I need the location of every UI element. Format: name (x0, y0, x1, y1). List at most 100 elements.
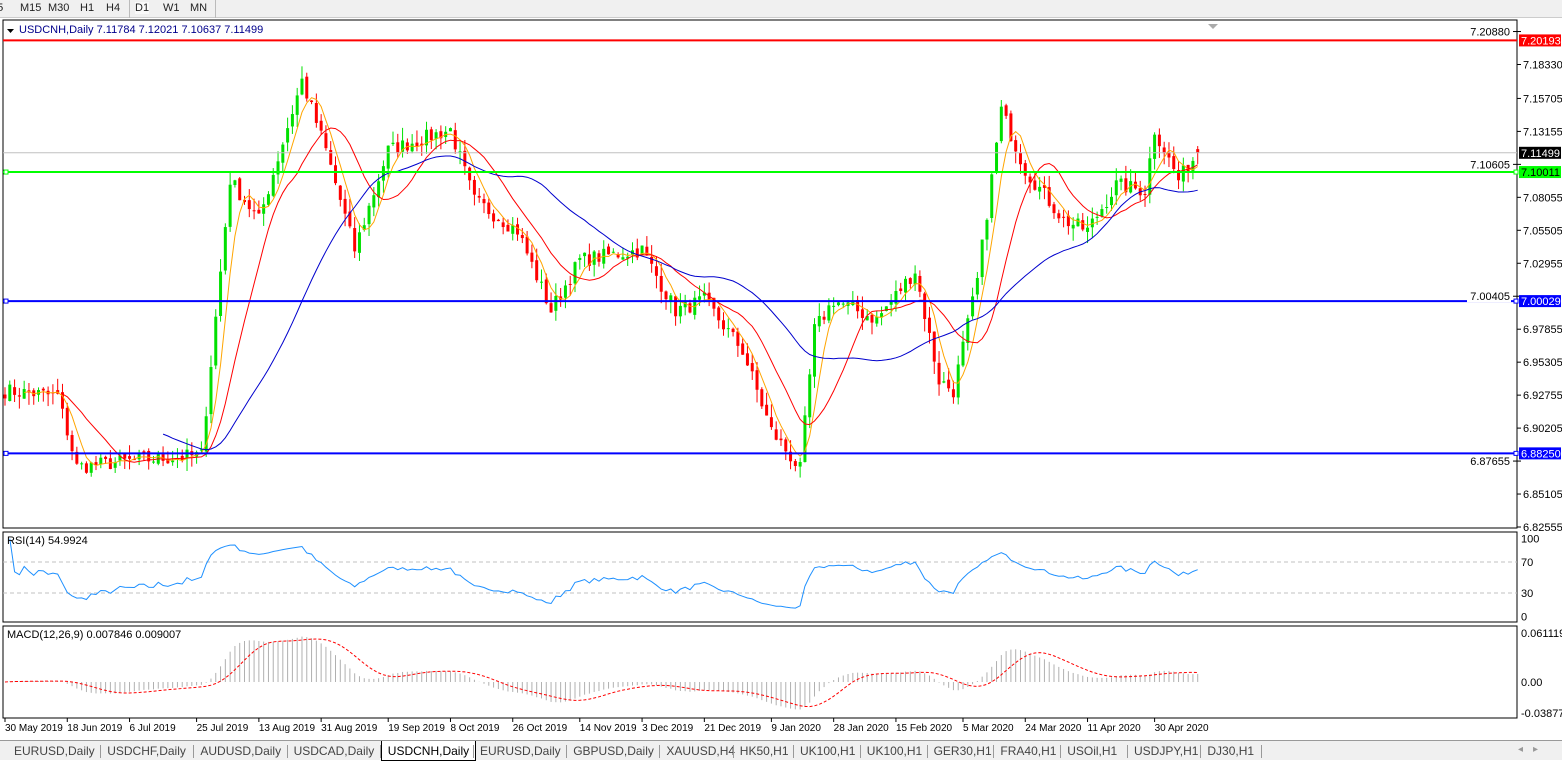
candle-body (856, 300, 860, 312)
timeframe-m15[interactable]: M15 (20, 2, 42, 14)
candle-body (219, 271, 223, 316)
candle-body (348, 211, 352, 227)
candle-body (712, 297, 716, 309)
timeframe-m5[interactable]: M5 (0, 2, 4, 14)
candle-body (817, 315, 821, 327)
tab-uk100-h1[interactable]: UK100,H1 (866, 744, 923, 758)
candle-body (511, 225, 515, 234)
price-axis-label: 6.95305 (1523, 357, 1562, 369)
timeframe-m30[interactable]: M30 (48, 2, 70, 14)
tab-usdchf-daily[interactable]: USDCHF,Daily (107, 744, 186, 758)
timeframe-w1[interactable]: W1 (163, 2, 180, 14)
tab-usoil-h1[interactable]: USOil,H1 (1067, 744, 1118, 758)
current-price-label: 7.11499 (1521, 148, 1560, 160)
tab-xauusd-h4[interactable]: XAUUSD,H4 (666, 744, 736, 758)
candle-body (166, 458, 170, 464)
candle-body (1086, 227, 1090, 232)
candle-body (89, 462, 93, 473)
tab-gbpusd-daily[interactable]: GBPUSD,Daily (573, 744, 654, 758)
macd-label: MACD(12,26,9) 0.007846 0.009007 (7, 629, 181, 641)
candle-body (13, 387, 17, 395)
rsi-line (9, 538, 1198, 609)
candle-body (688, 303, 692, 313)
tab-hk50-h1[interactable]: HK50,H1 (739, 744, 789, 758)
candle-body (755, 370, 759, 390)
candle-body (439, 131, 443, 139)
candle-body (496, 219, 500, 222)
candle-body (894, 291, 898, 304)
candle-body (1119, 178, 1123, 182)
candle-body (17, 395, 21, 397)
candle-body (1109, 196, 1113, 206)
candle-body (784, 439, 788, 452)
time-axis-label: 5 Mar 2020 (963, 723, 1014, 734)
candle-body (836, 302, 840, 306)
shift-marker-icon (1208, 24, 1218, 29)
candle-body (1181, 165, 1185, 182)
candle-body (530, 252, 534, 262)
candle-body (276, 161, 280, 175)
time-axis-label: 24 Mar 2020 (1025, 723, 1082, 734)
time-axis-label: 25 Jul 2019 (197, 723, 249, 734)
candle-body (616, 254, 620, 258)
tab-uk100-h1[interactable]: UK100,H1 (800, 744, 856, 758)
candle-body (870, 314, 874, 323)
candle-body (1124, 178, 1128, 193)
candle-body (951, 389, 955, 398)
chart-window[interactable]: 7.18330 7.15705 7.13155 7.08055 7.05505 7.029… (0, 18, 1562, 740)
candle-body (310, 100, 314, 103)
tab-eurusd-daily[interactable]: EURUSD,Daily (480, 744, 561, 758)
chart-canvas[interactable]: 7.18330 7.15705 7.13155 7.08055 7.05505 7.029… (0, 18, 1562, 740)
price-axis-label: 7.05505 (1523, 225, 1562, 237)
price-level-label: 6.88250 (1521, 448, 1561, 460)
candle-body (1047, 187, 1051, 206)
time-axis-label: 30 May 2019 (5, 723, 63, 734)
candle-body (789, 451, 793, 462)
tab-audusd-daily[interactable]: AUDUSD,Daily (200, 744, 282, 758)
candle-body (1162, 147, 1166, 154)
tab-usdcad-daily[interactable]: USDCAD,Daily (293, 744, 375, 758)
candle-body (607, 246, 611, 255)
candle-body (99, 457, 103, 465)
candle-body (1042, 185, 1046, 188)
tab-usdjpy-h1[interactable]: USDJPY,H1 (1134, 744, 1199, 758)
time-axis-label: 15 Feb 2020 (896, 723, 953, 734)
candle-body (319, 120, 323, 131)
candle-body (60, 392, 64, 409)
candle-body (573, 262, 577, 284)
candle-body (841, 303, 845, 305)
candle-body (161, 454, 165, 461)
timeframe-mn[interactable]: MN (190, 2, 208, 14)
tab-dj30-h1[interactable]: DJ30,H1 (1207, 744, 1255, 758)
timeframe-h1[interactable]: H1 (80, 2, 95, 14)
tab-eurusd-daily[interactable]: EURUSD,Daily (14, 744, 95, 758)
tab-scroll-arrows[interactable]: ◂▸ (1517, 744, 1548, 755)
candle-body (731, 328, 735, 333)
tab-ger30-h1[interactable]: GER30,H1 (933, 744, 992, 758)
tab-separator (193, 745, 195, 758)
tab-fra40-h1[interactable]: FRA40,H1 (1000, 744, 1057, 758)
chart-header: USDCNH,Daily 7.11784 7.12021 7.10637 7.1… (19, 24, 263, 36)
candle-body (1167, 152, 1171, 158)
candle-body (923, 293, 927, 320)
price-axis-label: 6.87655 (1470, 456, 1510, 468)
main-pane-frame (2, 19, 1518, 529)
candle-body (123, 453, 127, 459)
candle-body (726, 328, 730, 330)
rsi-axis-label: 100 (1521, 534, 1539, 546)
tab-separator (926, 745, 928, 758)
candle-body (295, 95, 299, 115)
timeframe-h4[interactable]: H4 (106, 2, 121, 14)
candle-body (741, 343, 745, 355)
timeframe-d1[interactable]: D1 (135, 2, 150, 14)
candle-body (104, 456, 108, 459)
candle-body (1038, 186, 1042, 192)
candle-body (1009, 113, 1013, 142)
tab-usdcnh-daily[interactable]: USDCNH,Daily (380, 741, 477, 761)
candle-body (1143, 193, 1147, 195)
candle-body (290, 114, 294, 127)
candle-body (980, 239, 984, 278)
candle-body (386, 145, 390, 169)
candle-body (463, 150, 467, 167)
candle-body (1095, 216, 1099, 218)
